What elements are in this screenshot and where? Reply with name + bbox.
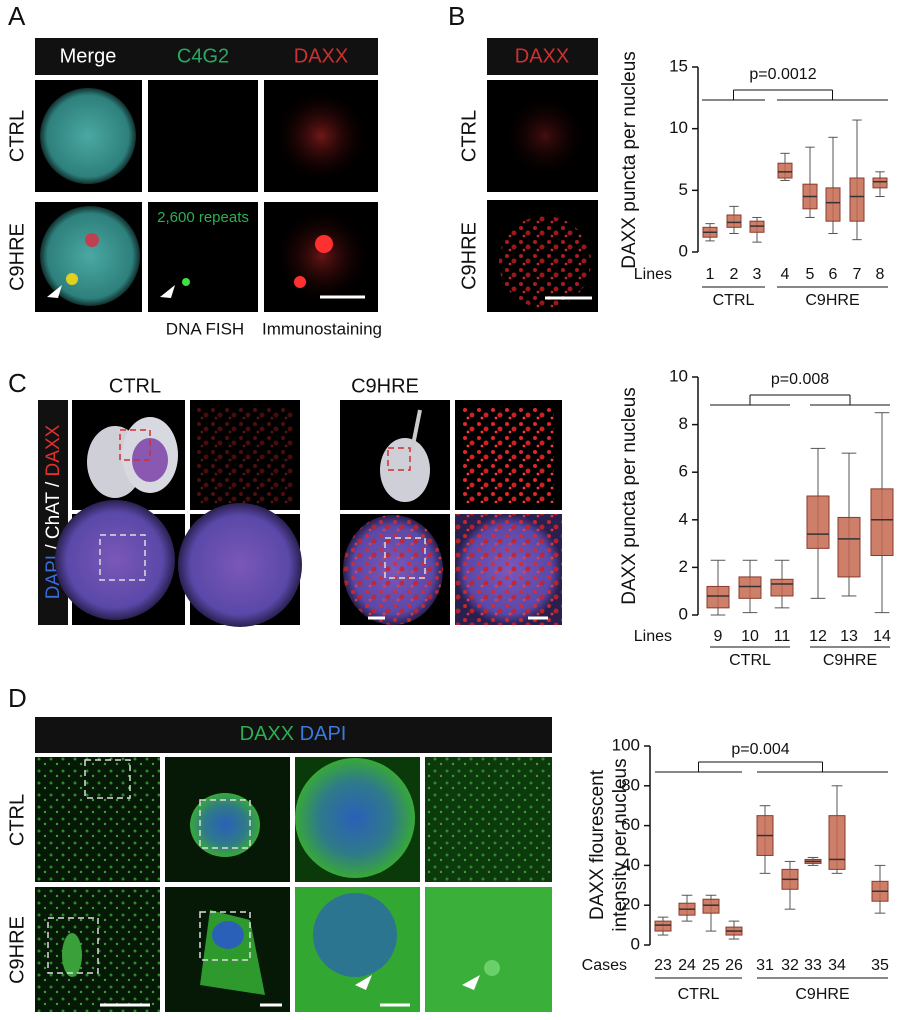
row-label: C9HRE — [6, 223, 28, 291]
x-tick-label: 8 — [876, 266, 885, 283]
box — [837, 516, 861, 578]
p-value: p=0.0012 — [749, 66, 816, 83]
x-tick-label: 31 — [756, 957, 774, 974]
group-label: C9HRE — [805, 292, 859, 309]
x-tick-label: 34 — [828, 957, 846, 974]
header-bar — [487, 38, 598, 75]
group-label: CTRL — [713, 292, 755, 309]
x-tick-label: 14 — [873, 628, 891, 645]
header: DAXX DAPI — [240, 723, 347, 745]
y-tick-label: 2 — [679, 557, 688, 576]
box — [738, 576, 762, 599]
y-tick-label: 40 — [621, 855, 640, 874]
group-label: C9HRE — [795, 986, 849, 1003]
box — [806, 495, 830, 549]
y-tick-label: 20 — [621, 895, 640, 914]
x-tick-label: 12 — [809, 628, 827, 645]
box — [702, 898, 720, 914]
y-tick-label: 0 — [679, 241, 688, 260]
y-axis-label: DAXX flourescent — [587, 769, 608, 920]
row-label: C9HRE — [458, 222, 480, 290]
group-label: CTRL — [678, 986, 720, 1003]
p-value: p=0.008 — [771, 371, 829, 388]
panel-letter: A — [8, 1, 26, 31]
row-label: CTRL — [6, 794, 28, 846]
x-tick-label: 10 — [741, 628, 759, 645]
x-tick-label: 25 — [702, 957, 720, 974]
panel-letter: D — [8, 683, 27, 713]
box — [777, 162, 793, 179]
box — [849, 177, 865, 222]
x-tick-label: 13 — [840, 628, 858, 645]
box — [825, 187, 841, 222]
y-tick-label: 15 — [669, 56, 688, 75]
x-tick-label: 35 — [871, 957, 889, 974]
micrographs — [487, 80, 598, 312]
x-tick-label: 5 — [806, 266, 815, 283]
panel-letter: B — [448, 1, 465, 31]
group-label: CTRL — [729, 652, 771, 669]
micrographs — [55, 400, 562, 627]
y-tick-label: 6 — [679, 462, 688, 481]
caption: DNA FISH — [166, 319, 244, 338]
box — [770, 578, 794, 597]
header: Merge — [60, 45, 117, 67]
x-tick-label: 1 — [706, 266, 715, 283]
row-label: CTRL — [458, 110, 480, 162]
y-tick-label: 0 — [631, 934, 640, 953]
header-bar — [35, 717, 552, 753]
caption: Immunostaining — [262, 319, 382, 338]
y-axis-label: intensity per nucleus — [610, 758, 631, 931]
row-label: CTRL — [6, 110, 28, 162]
column-title: C9HRE — [351, 375, 419, 397]
y-tick-label: 60 — [621, 815, 640, 834]
x-tick-label: 3 — [753, 266, 762, 283]
y-tick-label: 80 — [621, 775, 640, 794]
y-tick-label: 100 — [612, 735, 640, 754]
x-tick-label: 2 — [730, 266, 739, 283]
x-tick-label: 33 — [804, 957, 822, 974]
x-tick-label: 4 — [781, 266, 790, 283]
column-title: CTRL — [109, 375, 161, 397]
header: C4G2 — [177, 45, 229, 67]
box — [828, 815, 846, 870]
x-tick-label: 26 — [725, 957, 743, 974]
y-tick-label: 0 — [679, 604, 688, 623]
x-tick-label: 9 — [714, 628, 723, 645]
y-tick-label: 4 — [679, 509, 688, 528]
box — [870, 488, 894, 556]
x-axis-label: Cases — [582, 957, 627, 974]
annotation: 2,600 repeats — [157, 209, 249, 226]
x-tick-label: 23 — [654, 957, 672, 974]
y-tick-label: 8 — [679, 414, 688, 433]
p-value: p=0.004 — [731, 741, 789, 758]
y-axis-label: DAXX puncta per nucleus — [619, 387, 640, 605]
header-bar — [35, 38, 378, 75]
x-tick-label: 7 — [853, 266, 862, 283]
y-axis-label: DAXX puncta per nucleus — [619, 51, 640, 269]
box — [726, 214, 742, 228]
x-axis-label: Lines — [634, 266, 672, 283]
stain-label: DAPI / ChAT / DAXX — [43, 424, 64, 599]
box — [872, 177, 888, 189]
group-label: C9HRE — [823, 652, 877, 669]
x-tick-label: 11 — [774, 628, 791, 645]
header: DAXX — [294, 45, 348, 67]
micrographs — [35, 80, 378, 312]
box — [654, 920, 672, 932]
y-tick-label: 10 — [669, 366, 688, 385]
y-tick-label: 5 — [679, 180, 688, 199]
micrographs — [35, 757, 552, 1012]
x-axis-label: Lines — [634, 628, 672, 645]
x-tick-label: 32 — [781, 957, 799, 974]
header: DAXX — [515, 45, 569, 67]
box — [706, 585, 730, 609]
x-tick-label: 24 — [678, 957, 696, 974]
y-tick-label: 10 — [669, 118, 688, 137]
row-label: C9HRE — [6, 916, 28, 984]
x-tick-label: 6 — [829, 266, 838, 283]
panel-letter: C — [8, 368, 27, 398]
